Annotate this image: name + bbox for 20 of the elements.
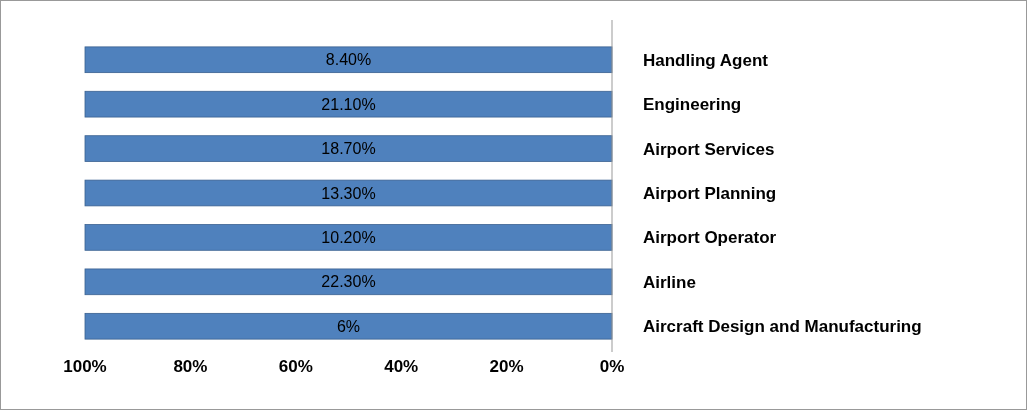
y-tick-label: Handling Agent — [643, 50, 769, 70]
x-tick-label: 40% — [384, 357, 419, 376]
annotation: 6% — [336, 317, 361, 335]
annotation: 22.30% — [321, 273, 376, 291]
x-tick-label: 60% — [278, 357, 313, 376]
y-tick-label: Airport Operator — [643, 228, 777, 248]
y-tick-label: Engineering — [643, 95, 742, 115]
annotation: 10.20% — [321, 229, 376, 247]
x-tick-label: 100% — [63, 357, 107, 376]
x-tick-label: 80% — [173, 357, 208, 376]
annotation: 18.70% — [321, 140, 376, 158]
y-tick-label: Airport Services — [643, 139, 775, 159]
x-tick-label: 0% — [599, 357, 625, 376]
y-tick-label: Airline — [643, 272, 696, 292]
x-tick-label: 20% — [489, 357, 524, 376]
annotation: 8.40% — [325, 51, 372, 69]
y-tick-label: Aircraft Design and Manufacturing — [643, 317, 922, 337]
annotation: 21.10% — [321, 95, 376, 113]
y-tick-label: Airport Planning — [643, 183, 777, 203]
annotation: 13.30% — [321, 184, 376, 202]
